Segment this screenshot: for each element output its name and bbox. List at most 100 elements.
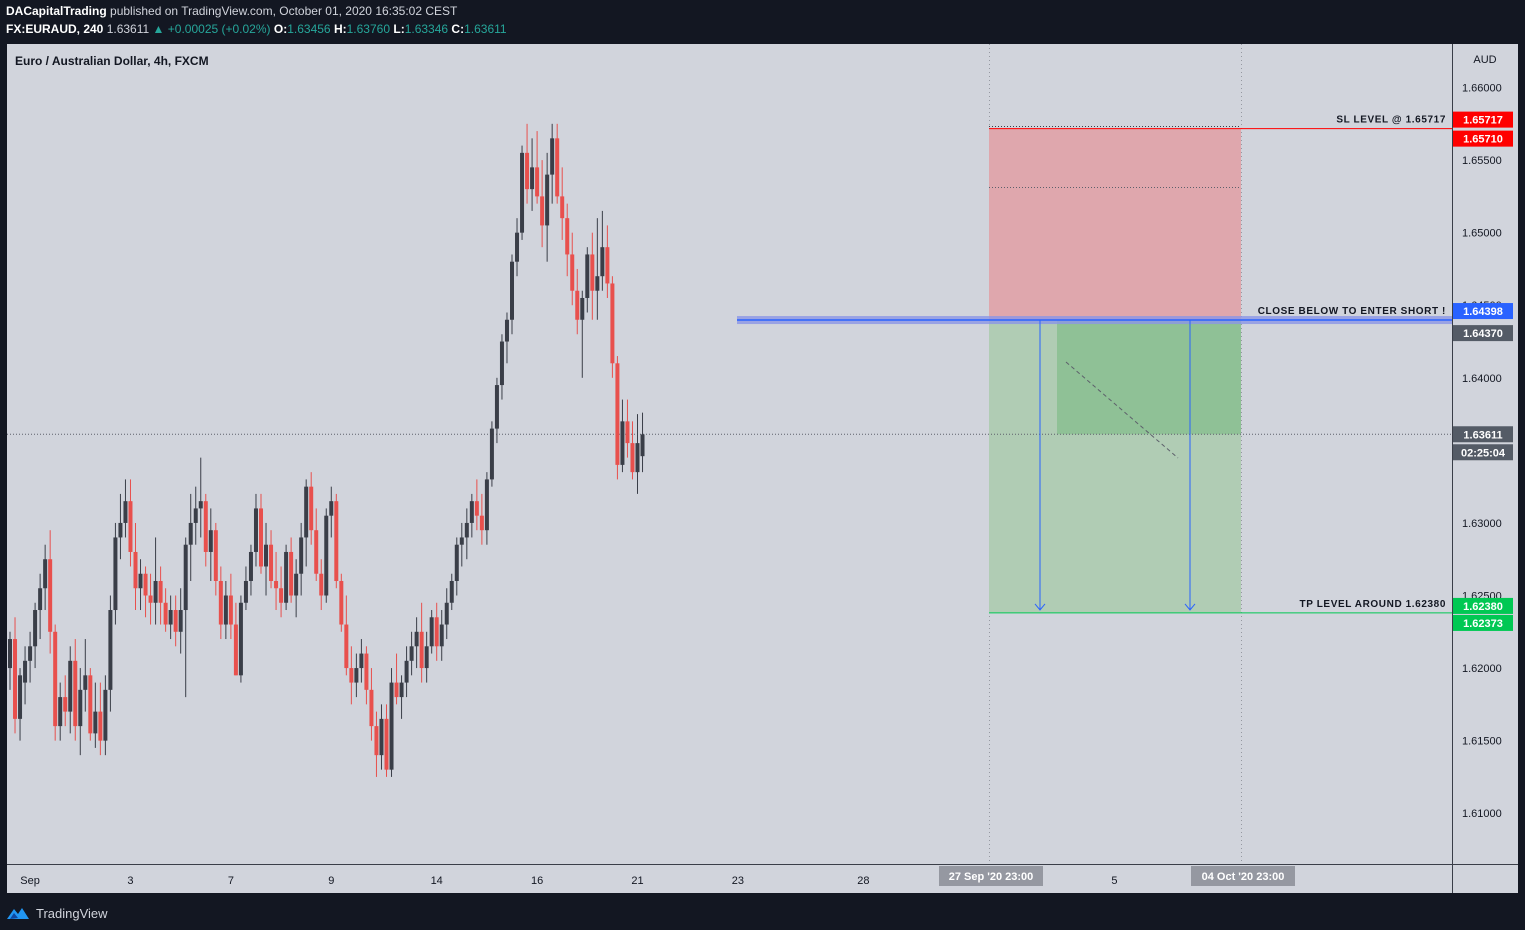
candle[interactable] bbox=[429, 610, 434, 654]
price-tag[interactable]: 1.62373 bbox=[1453, 614, 1513, 631]
candle[interactable] bbox=[223, 580, 228, 640]
candle[interactable] bbox=[399, 675, 404, 719]
candle[interactable] bbox=[8, 631, 12, 690]
candle[interactable] bbox=[535, 131, 540, 204]
candle[interactable] bbox=[510, 254, 514, 335]
candle[interactable] bbox=[595, 218, 600, 320]
candle[interactable] bbox=[218, 566, 223, 640]
candle[interactable] bbox=[319, 559, 324, 611]
candle[interactable] bbox=[489, 421, 494, 487]
candle[interactable] bbox=[203, 493, 208, 567]
price-tag[interactable]: 1.65710 bbox=[1453, 130, 1513, 147]
candle[interactable] bbox=[499, 334, 504, 400]
candle[interactable] bbox=[113, 522, 118, 625]
stop-loss-zone[interactable] bbox=[989, 128, 1241, 321]
candle[interactable] bbox=[274, 551, 279, 611]
candle[interactable] bbox=[168, 595, 173, 640]
candle[interactable] bbox=[193, 486, 198, 545]
publisher-name[interactable]: DACapitalTrading bbox=[6, 4, 107, 18]
candle[interactable] bbox=[479, 493, 484, 545]
candle[interactable] bbox=[484, 472, 489, 545]
candle[interactable] bbox=[384, 704, 389, 777]
candle[interactable] bbox=[58, 682, 63, 741]
candle[interactable] bbox=[494, 377, 499, 444]
candle[interactable] bbox=[354, 653, 359, 698]
candle[interactable] bbox=[243, 566, 248, 611]
candle[interactable] bbox=[253, 493, 258, 567]
candle[interactable] bbox=[163, 588, 168, 632]
candle[interactable] bbox=[183, 537, 188, 698]
candle[interactable] bbox=[248, 544, 253, 596]
candle[interactable] bbox=[334, 493, 339, 589]
candle[interactable] bbox=[389, 668, 394, 777]
candle[interactable] bbox=[344, 595, 349, 676]
candle[interactable] bbox=[575, 268, 580, 335]
candle[interactable] bbox=[33, 602, 38, 669]
candle[interactable] bbox=[299, 522, 304, 596]
candle[interactable] bbox=[394, 653, 399, 705]
candle[interactable] bbox=[434, 602, 439, 661]
candle[interactable] bbox=[98, 682, 103, 756]
candle[interactable] bbox=[515, 218, 520, 277]
candle[interactable] bbox=[289, 537, 294, 603]
candle[interactable] bbox=[259, 493, 263, 574]
candle[interactable] bbox=[103, 675, 108, 756]
candle[interactable] bbox=[459, 522, 464, 567]
candle[interactable] bbox=[570, 232, 575, 306]
candle[interactable] bbox=[208, 508, 213, 581]
candle[interactable] bbox=[304, 479, 309, 567]
candle[interactable] bbox=[419, 602, 424, 683]
candle[interactable] bbox=[68, 646, 73, 734]
candle[interactable] bbox=[18, 668, 23, 741]
price-tag[interactable]: 1.63611 bbox=[1453, 426, 1513, 443]
candle[interactable] bbox=[284, 544, 289, 611]
candle[interactable] bbox=[108, 595, 113, 712]
candle[interactable] bbox=[269, 530, 274, 589]
candle[interactable] bbox=[620, 399, 625, 473]
candle[interactable] bbox=[379, 704, 384, 770]
candle[interactable] bbox=[153, 537, 158, 625]
candle[interactable] bbox=[525, 123, 530, 204]
candle[interactable] bbox=[610, 276, 615, 378]
candle[interactable] bbox=[279, 566, 284, 618]
candle[interactable] bbox=[13, 617, 18, 734]
candle[interactable] bbox=[635, 414, 640, 494]
candle[interactable] bbox=[53, 624, 58, 741]
candle[interactable] bbox=[630, 421, 635, 480]
candle[interactable] bbox=[178, 588, 183, 654]
candle[interactable] bbox=[590, 232, 595, 320]
candle[interactable] bbox=[314, 508, 319, 581]
candle[interactable] bbox=[404, 646, 409, 698]
candle[interactable] bbox=[339, 573, 344, 632]
candle[interactable] bbox=[93, 682, 98, 748]
candle[interactable] bbox=[640, 412, 645, 473]
candle[interactable] bbox=[369, 668, 374, 741]
tradingview-footer[interactable]: TradingView bbox=[6, 902, 108, 924]
candle[interactable] bbox=[359, 639, 364, 683]
price-tag[interactable]: 02:25:04 bbox=[1453, 444, 1513, 461]
candle[interactable] bbox=[504, 312, 509, 364]
time-tag[interactable]: 04 Oct '20 23:00 bbox=[1191, 866, 1295, 886]
candle[interactable] bbox=[213, 522, 218, 596]
candle[interactable] bbox=[138, 559, 143, 611]
candle[interactable] bbox=[294, 559, 299, 618]
candle[interactable] bbox=[38, 573, 43, 640]
candle[interactable] bbox=[469, 493, 474, 538]
candle[interactable] bbox=[78, 668, 83, 756]
price-tag[interactable]: 1.64370 bbox=[1453, 325, 1513, 342]
candle[interactable] bbox=[454, 537, 459, 596]
candle[interactable] bbox=[364, 646, 369, 705]
candle[interactable] bbox=[128, 479, 133, 567]
candle[interactable] bbox=[349, 646, 354, 705]
candle[interactable] bbox=[73, 639, 78, 741]
candle[interactable] bbox=[550, 123, 555, 204]
candle[interactable] bbox=[605, 225, 610, 298]
candle[interactable] bbox=[233, 602, 238, 676]
candle[interactable] bbox=[133, 522, 138, 611]
candle[interactable] bbox=[409, 631, 414, 676]
candle[interactable] bbox=[474, 479, 479, 531]
candle[interactable] bbox=[329, 486, 334, 538]
candle[interactable] bbox=[615, 356, 620, 480]
candle[interactable] bbox=[43, 544, 48, 611]
